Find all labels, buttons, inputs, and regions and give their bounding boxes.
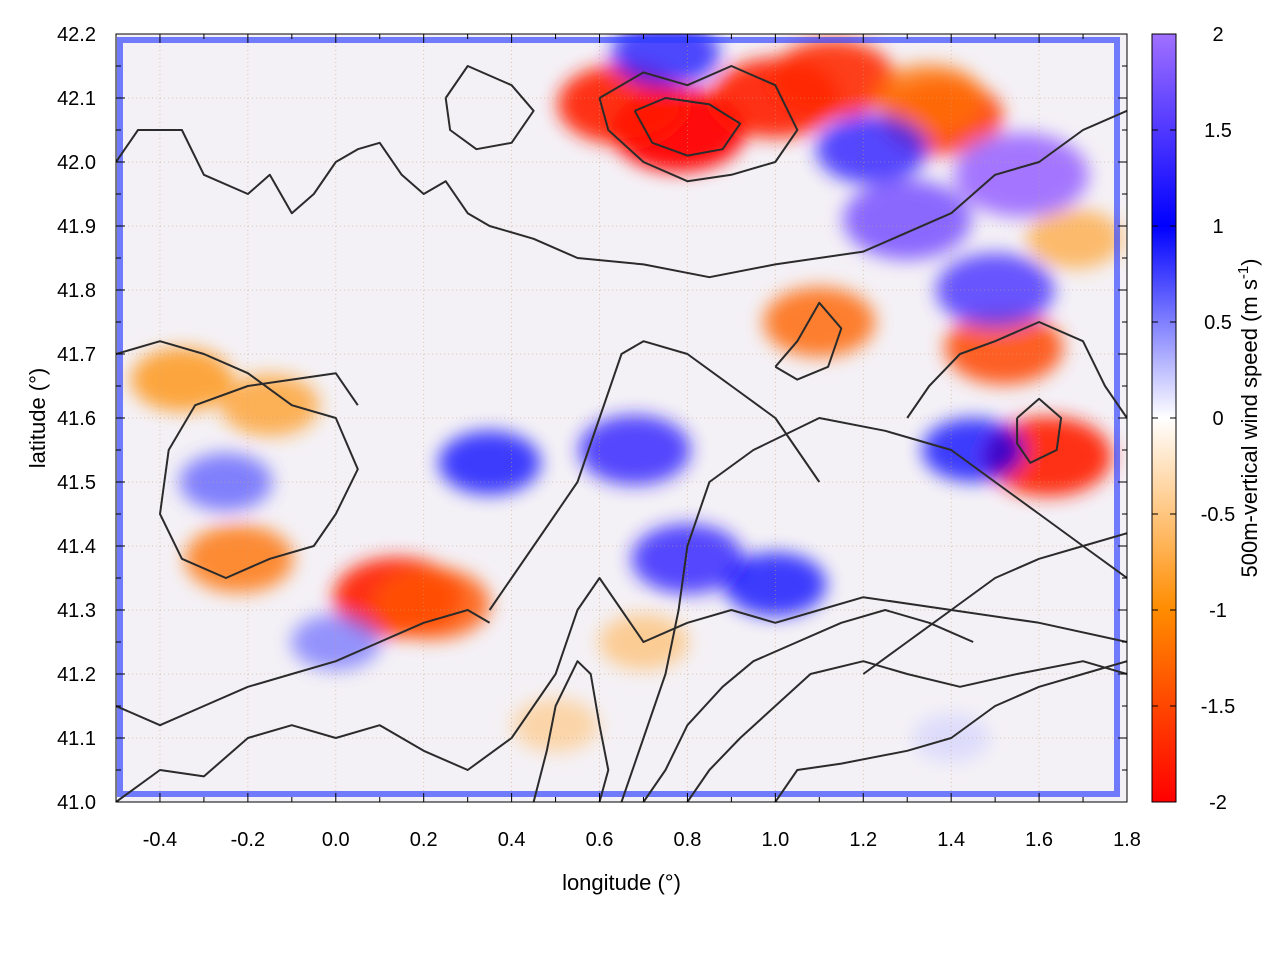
heatmap-cell <box>1026 208 1123 269</box>
heatmap-cell <box>921 418 1025 482</box>
x-tick-label: 0.6 <box>586 829 614 851</box>
y-tick-label: 42.1 <box>57 88 96 110</box>
y-tick-label: 41.3 <box>57 600 96 622</box>
colorbar-tick-label: -2 <box>1209 792 1227 814</box>
x-tick-label: 1.2 <box>849 829 877 851</box>
contour-line <box>633 97 742 157</box>
heatmap-cell <box>763 287 876 357</box>
y-axis-tick-labels: 41.0 41.1 41.2 41.3 41.4 41.5 41.6 41.7 41.8 41.9… <box>57 24 96 814</box>
heatmap-blobs <box>130 34 1123 762</box>
heatmap-cell <box>954 132 1089 217</box>
contour-line <box>774 660 1127 802</box>
y-tick-label: 41.9 <box>57 216 96 238</box>
heatmap-cell <box>843 179 972 260</box>
x-tick-label: 0.2 <box>410 829 438 851</box>
contour-line <box>774 301 843 381</box>
x-tick-label: -0.4 <box>143 829 177 851</box>
heatmap-cell <box>816 114 929 185</box>
x-tick-label: 1.6 <box>1025 829 1053 851</box>
colorbar-title-close: ) <box>1237 258 1262 265</box>
heatmap-cell <box>184 524 294 593</box>
contour-line <box>906 321 1127 419</box>
y-tick-label: 41.1 <box>57 728 96 750</box>
contour-line <box>444 65 535 151</box>
gridlines <box>116 34 1127 802</box>
x-axis-title: longitude (°) <box>562 870 681 895</box>
heatmap-cell <box>578 415 691 485</box>
colorbar-tick-label: 0 <box>1212 408 1223 430</box>
colorbar: -2 -1.5 -1 -0.5 0 0.5 1 1.5 2 500m-vertical wind… <box>1151 24 1262 814</box>
heatmap-cell <box>130 347 234 412</box>
colorbar-tick-label: 0.5 <box>1204 312 1232 334</box>
heatmap-cell <box>935 253 1055 327</box>
y-axis-title: latitude (°) <box>25 368 50 469</box>
x-axis-tick-labels: -0.4 -0.2 0.0 0.2 0.4 0.6 0.8 1.0 1.2 1.4 1.6 1.8 <box>143 829 1141 851</box>
colorbar-tick-label: -0.5 <box>1201 504 1235 526</box>
colorbar-title-superscript: -1 <box>1235 266 1252 279</box>
heatmap-cell <box>374 567 491 640</box>
contour-line <box>862 532 1127 675</box>
contour-line <box>116 109 1127 279</box>
heatmap-cell <box>611 34 720 88</box>
axis-ticks <box>116 33 1128 803</box>
y-tick-label: 42.2 <box>57 24 96 46</box>
x-tick-label: -0.2 <box>231 829 265 851</box>
contour-line <box>116 577 1127 802</box>
y-tick-label: 41.2 <box>57 664 96 686</box>
heatmap-cell <box>220 374 320 437</box>
colorbar-title-main: 500m-vertical wind speed (m s <box>1237 279 1262 577</box>
y-tick-label: 41.6 <box>57 408 96 430</box>
heatmap-cell <box>944 310 1064 385</box>
heatmap-cell <box>724 552 827 617</box>
colorbar-title: 500m-vertical wind speed (m s-1) <box>1235 258 1262 577</box>
x-tick-label: 1.4 <box>937 829 965 851</box>
heatmap-field <box>130 34 1123 762</box>
contour-line <box>116 340 359 579</box>
heatmap-cell <box>770 39 895 118</box>
contour-line <box>1016 397 1063 464</box>
colorbar-tick-label: -1.5 <box>1201 696 1235 718</box>
colorbar-tick-label: 1.5 <box>1204 120 1232 142</box>
colorbar-tick-label: 2 <box>1212 24 1223 46</box>
x-tick-label: 0.0 <box>322 829 350 851</box>
terrain-contours <box>116 65 1127 802</box>
contour-line <box>488 340 821 611</box>
contour-line <box>642 609 974 802</box>
y-tick-label: 41.4 <box>57 536 96 558</box>
heatmap-cell <box>874 64 984 132</box>
contour-line <box>532 660 610 802</box>
contour-line <box>686 660 1127 802</box>
x-tick-label: 0.8 <box>674 829 702 851</box>
contour-line <box>116 609 491 727</box>
colorbar-tick-label: 1 <box>1212 216 1223 238</box>
heatmap-cell <box>438 430 541 495</box>
colorbar-tick-label: -1 <box>1209 600 1227 622</box>
x-tick-label: 1.8 <box>1113 829 1141 851</box>
x-tick-label: 0.4 <box>498 829 526 851</box>
contour-line <box>598 65 799 183</box>
y-tick-label: 41.7 <box>57 344 96 366</box>
colorbar-tick-labels: -2 -1.5 -1 -0.5 0 0.5 1 1.5 2 <box>1201 24 1235 814</box>
boundary-band <box>117 37 1120 797</box>
y-tick-label: 41.5 <box>57 472 96 494</box>
y-tick-label: 41.0 <box>57 792 96 814</box>
domain-boundary-band <box>117 37 1120 797</box>
colorbar-ticks <box>1152 33 1176 803</box>
heatmap-cell <box>179 453 273 511</box>
plot-area <box>115 33 1128 803</box>
y-tick-label: 41.8 <box>57 280 96 302</box>
x-tick-label: 1.0 <box>761 829 789 851</box>
heatmap-cell <box>512 698 599 753</box>
y-tick-label: 42.0 <box>57 152 96 174</box>
